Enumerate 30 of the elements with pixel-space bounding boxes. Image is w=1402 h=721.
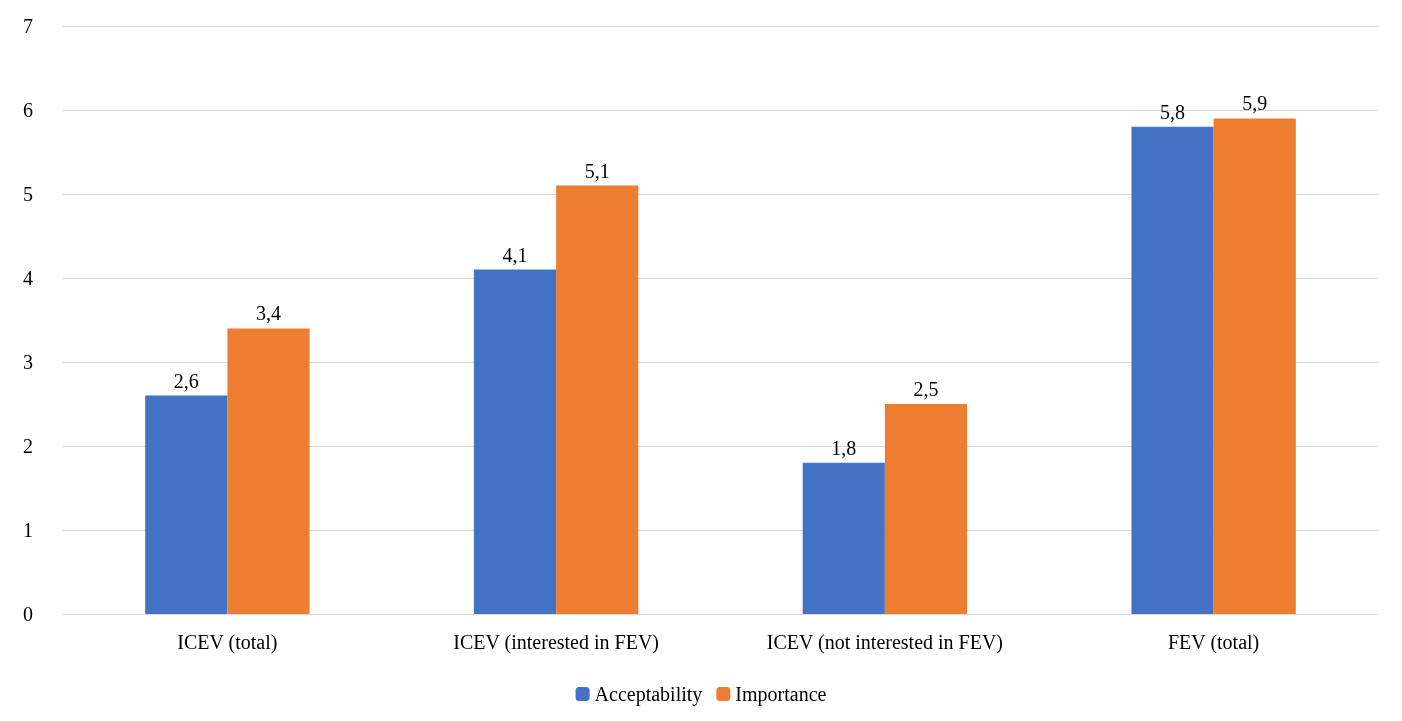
y-tick-label: 6 — [23, 99, 33, 121]
x-tick-label: ICEV (interested in FEV) — [453, 631, 659, 654]
data-label: 3,4 — [255, 302, 281, 325]
data-label: 2,5 — [913, 378, 939, 400]
data-label: 5,1 — [584, 159, 610, 182]
legend-label: Acceptability — [594, 683, 703, 706]
y-tick-label: 4 — [23, 267, 33, 289]
data-label: 4,1 — [502, 243, 528, 266]
bar — [802, 462, 885, 614]
data-label: 1,8 — [831, 436, 857, 459]
x-tick-label: ICEV (not interested in FEV) — [766, 631, 1004, 654]
data-label: 2,6 — [173, 369, 199, 392]
y-tick-label: 1 — [23, 519, 33, 541]
y-tick-label: 3 — [23, 351, 33, 373]
bar — [227, 328, 310, 614]
y-tick-label: 0 — [23, 603, 33, 625]
bar — [1131, 126, 1214, 614]
y-tick-label: 2 — [23, 435, 33, 457]
bar — [1213, 118, 1296, 614]
bar — [556, 185, 639, 614]
x-tick-label: ICEV (total) — [177, 631, 278, 654]
x-tick-label: FEV (total) — [1167, 631, 1260, 654]
data-label: 5,8 — [1160, 100, 1186, 123]
bar — [473, 269, 557, 614]
y-tick-label: 5 — [23, 183, 33, 205]
bar — [884, 404, 968, 614]
data-label: 5,9 — [1242, 92, 1268, 115]
bar — [145, 395, 228, 614]
y-tick-label: 7 — [23, 15, 33, 37]
legend-label: Importance — [735, 683, 827, 706]
